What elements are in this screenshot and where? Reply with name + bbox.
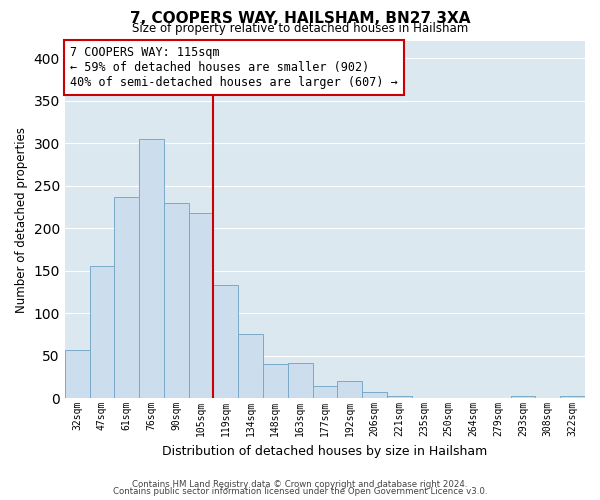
Bar (511, 396, 535, 398)
Bar (362, 392, 387, 398)
Bar (238, 334, 263, 398)
Text: 7, COOPERS WAY, HAILSHAM, BN27 3XA: 7, COOPERS WAY, HAILSHAM, BN27 3XA (130, 11, 470, 26)
Y-axis label: Number of detached properties: Number of detached properties (15, 126, 28, 312)
Bar (188, 213, 214, 398)
Bar (164, 202, 188, 398)
Bar (139, 139, 164, 398)
Bar (263, 364, 288, 398)
Bar (560, 396, 585, 398)
Bar (89, 266, 115, 398)
Text: 7 COOPERS WAY: 115sqm
← 59% of detached houses are smaller (902)
40% of semi-det: 7 COOPERS WAY: 115sqm ← 59% of detached … (70, 46, 398, 90)
Text: Contains HM Land Registry data © Crown copyright and database right 2024.: Contains HM Land Registry data © Crown c… (132, 480, 468, 489)
Bar (313, 386, 337, 398)
Bar (65, 350, 89, 398)
Bar (214, 285, 238, 398)
Bar (288, 364, 313, 398)
Bar (337, 381, 362, 398)
Text: Size of property relative to detached houses in Hailsham: Size of property relative to detached ho… (132, 22, 468, 35)
Text: Contains public sector information licensed under the Open Government Licence v3: Contains public sector information licen… (113, 487, 487, 496)
Bar (387, 396, 412, 398)
X-axis label: Distribution of detached houses by size in Hailsham: Distribution of detached houses by size … (162, 444, 488, 458)
Bar (115, 198, 139, 398)
